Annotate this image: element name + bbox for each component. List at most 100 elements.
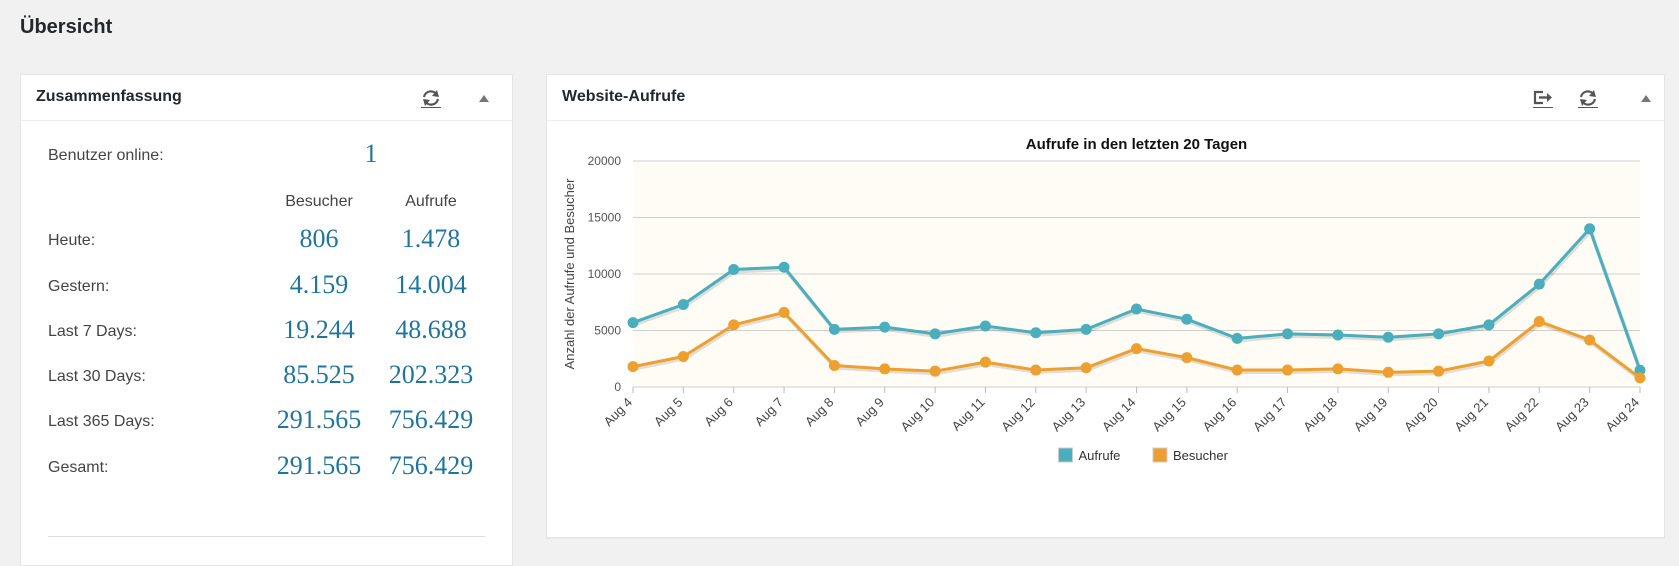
views-value: 202.323 [388,360,474,389]
visitors-value: 291.565 [276,451,362,480]
x-tick-label: Aug 11 [949,395,988,434]
online-row: Benutzer online: 1 [48,139,485,173]
data-point[interactable] [1634,364,1646,376]
data-point[interactable] [1131,343,1142,355]
views-value: 756.429 [388,451,474,480]
data-point[interactable] [1584,334,1596,346]
stats-row: Heute: 806 1.478 [48,224,485,258]
data-point[interactable] [627,317,639,329]
data-point[interactable] [1483,319,1495,331]
data-point[interactable] [828,323,840,335]
data-point[interactable] [1181,313,1193,325]
views-value: 14.004 [395,270,467,299]
data-point[interactable] [1483,355,1495,367]
data-point[interactable] [728,319,740,331]
series-besucher [627,306,1646,384]
stats-row-label: Heute: [48,232,96,249]
legend-label: Besucher [1173,448,1229,463]
refresh-icon[interactable] [1575,85,1601,111]
x-tick-label: Aug 14 [1099,395,1139,435]
data-point[interactable] [1332,363,1344,375]
data-point[interactable] [1634,372,1646,384]
x-tick-label: Aug 22 [1502,395,1542,435]
x-tick-label: Aug 17 [1250,395,1290,435]
views-value: 756.429 [388,405,474,434]
data-point[interactable] [929,328,941,340]
data-point[interactable] [1231,364,1243,376]
data-point[interactable] [1433,328,1445,340]
toggle-arrow-icon[interactable] [471,85,497,111]
series-aufrufe [627,223,1646,376]
views-value: 1.478 [401,224,461,253]
online-value: 1 [364,139,378,168]
visitors-value: 4.159 [289,270,349,299]
y-tick-label: 15000 [588,211,622,225]
stats-row-label: Gestern: [48,278,110,295]
data-point[interactable] [1282,364,1294,376]
data-point[interactable] [677,350,689,362]
col-visitors-header: Besucher [285,193,353,210]
data-point[interactable] [1433,365,1445,377]
hits-header: Website-Aufrufe [547,75,1664,121]
x-tick-label: Aug 16 [1200,395,1240,435]
data-point[interactable] [1584,223,1596,235]
summary-title: Zusammenfassung [36,88,182,105]
legend-label: Aufrufe [1079,448,1121,463]
export-icon[interactable] [1530,85,1556,111]
y-tick-label: 0 [614,380,621,394]
data-point[interactable] [979,356,991,368]
stats-row: Last 30 Days: 85.525 202.323 [48,360,485,394]
hits-widget: Website-Aufrufe Aufrufe in den le [546,74,1665,538]
hits-chart: Aufrufe in den letzten 20 Tagen Anzahl d… [562,136,1646,463]
x-tick-label: Aug 12 [998,395,1038,435]
x-tick-label: Aug 24 [1602,395,1642,435]
data-point[interactable] [929,365,941,377]
data-point[interactable] [1131,303,1142,315]
data-point[interactable] [728,263,740,275]
divider [48,536,485,537]
data-point[interactable] [778,261,790,273]
data-point[interactable] [1533,315,1545,327]
y-axis-label: Anzahl der Aufrufe und Besucher [562,178,577,369]
y-tick-label: 5000 [594,324,621,338]
stats-row-label: Gesamt: [48,459,109,476]
toggle-arrow-icon[interactable] [1633,85,1659,111]
data-point[interactable] [1533,278,1545,290]
data-point[interactable] [1282,328,1294,340]
data-point[interactable] [1080,362,1092,374]
data-point[interactable] [1030,327,1042,339]
data-point[interactable] [1030,364,1042,376]
stats-row-label: Last 30 Days: [48,368,146,385]
x-tick-label: Aug 6 [701,395,736,430]
chart-title: Aufrufe in den letzten 20 Tagen [1026,136,1247,153]
data-point[interactable] [879,363,891,375]
stats-row: Gesamt: 291.565 756.429 [48,451,485,485]
data-point[interactable] [778,306,790,318]
x-tick-label: Aug 19 [1351,395,1391,435]
x-tick-label: Aug 15 [1149,395,1189,435]
data-point[interactable] [677,299,689,311]
x-tick-label: Aug 7 [752,395,787,430]
x-tick-label: Aug 9 [852,395,887,430]
data-point[interactable] [979,320,991,332]
stats-row-label: Last 365 Days: [48,413,155,430]
stats-row: Gestern: 4.159 14.004 [48,270,485,304]
x-tick-label: Aug 10 [897,395,937,435]
x-tick-label: Aug 23 [1552,395,1592,435]
data-point[interactable] [1231,332,1243,344]
visitors-value: 806 [299,224,339,253]
summary-header: Zusammenfassung [21,75,512,121]
stats-row-label: Last 7 Days: [48,323,137,340]
data-point[interactable] [1382,331,1394,343]
data-point[interactable] [1332,329,1344,341]
data-point[interactable] [1181,352,1193,364]
data-point[interactable] [828,360,840,372]
online-label: Benutzer online: [48,147,164,164]
data-point[interactable] [1080,323,1092,335]
refresh-icon[interactable] [418,85,444,111]
x-tick-label: Aug 20 [1401,395,1441,435]
data-point[interactable] [879,321,891,333]
data-point[interactable] [627,361,639,373]
data-point[interactable] [1382,366,1394,378]
col-views-header: Aufrufe [405,193,457,210]
